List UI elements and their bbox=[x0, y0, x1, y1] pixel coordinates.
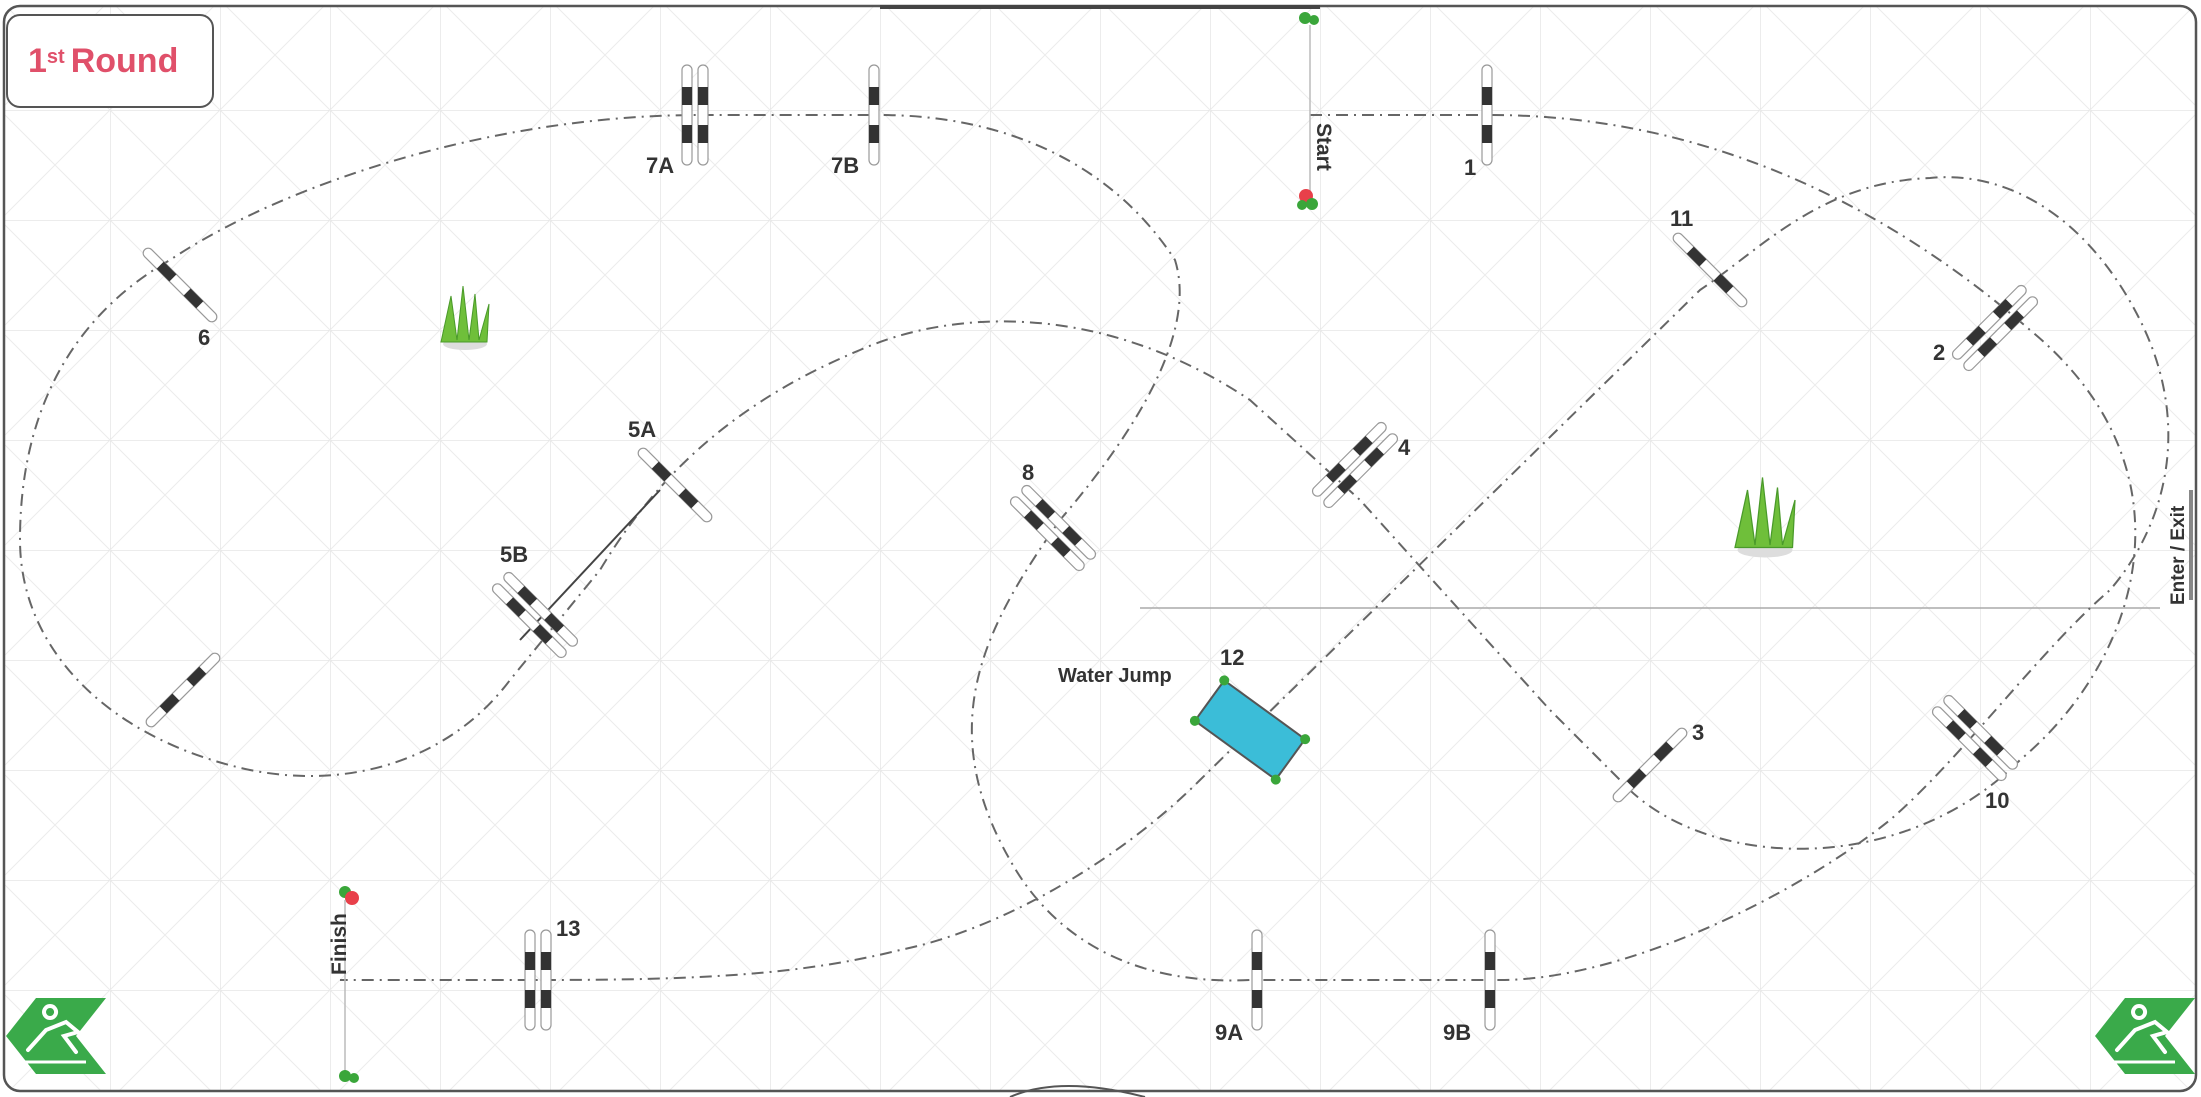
obstacle-label-5a: 5A bbox=[628, 417, 656, 442]
obstacle-label-3: 3 bbox=[1692, 720, 1704, 745]
equestrian-jumping-icon bbox=[2095, 998, 2195, 1074]
obstacle-label-8: 8 bbox=[1022, 460, 1034, 485]
obstacle-label-6: 6 bbox=[198, 325, 210, 350]
water-jump-obstacle bbox=[1189, 675, 1311, 785]
obstacle-label-11: 11 bbox=[1670, 206, 1693, 231]
exit-gate-arc bbox=[1009, 1085, 1146, 1097]
obstacle-label-7b: 7B bbox=[831, 153, 859, 178]
obstacle-label-12: 12 bbox=[1220, 645, 1244, 670]
round-number: 1 bbox=[28, 41, 47, 80]
start-label: Start bbox=[1312, 123, 1335, 171]
enter-exit-label: Enter / Exit bbox=[2168, 505, 2189, 605]
obstacle-label-10: 10 bbox=[1985, 788, 2009, 813]
grass-bush-icon bbox=[1734, 477, 1796, 558]
obstacle-label-4: 4 bbox=[1398, 435, 1411, 460]
course-route bbox=[18, 114, 2170, 982]
finish-flag-green bbox=[339, 1070, 359, 1083]
round-suffix: st bbox=[46, 45, 65, 68]
obstacle-label-9a: 9A bbox=[1215, 1020, 1243, 1045]
obstacle-9b bbox=[1484, 929, 1496, 1031]
obstacle-label-13: 13 bbox=[556, 916, 580, 941]
obstacle-9a bbox=[1251, 929, 1263, 1031]
obstacle-7b bbox=[868, 64, 880, 166]
finish-label: Finish bbox=[328, 913, 351, 975]
obstacle-label-9b: 9B bbox=[1443, 1020, 1471, 1045]
obstacle-label-5b: 5B bbox=[500, 542, 528, 567]
start-flag-red bbox=[1297, 189, 1318, 210]
water-jump-label: Water Jump bbox=[1058, 665, 1172, 687]
obstacle-label-2: 2 bbox=[1933, 340, 1945, 365]
grass-bush-icon bbox=[440, 285, 490, 350]
finish-flag-red bbox=[339, 886, 359, 905]
start-flag-green bbox=[1299, 12, 1319, 25]
obstacle-label-7a: 7A bbox=[646, 153, 674, 178]
obstacle-label-1: 1 bbox=[1464, 155, 1476, 180]
round-word: Round bbox=[70, 41, 179, 80]
obstacle-1 bbox=[1481, 64, 1493, 166]
equestrian-jumping-icon bbox=[6, 998, 106, 1074]
